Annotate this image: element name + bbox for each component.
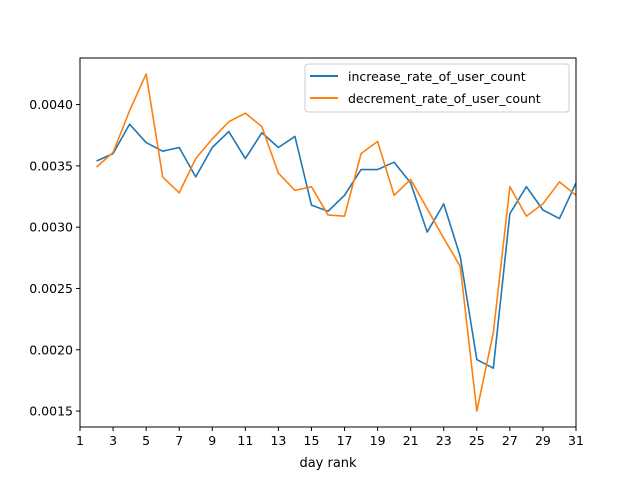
series-line-1 [95, 73, 577, 412]
y-tick-label: 0.0020 [29, 342, 73, 357]
plot-frame [79, 57, 577, 428]
legend-label-increase: increase_rate_of_user_count [348, 69, 526, 84]
x-tick-label: 19 [370, 433, 386, 448]
x-axis-label: day rank [299, 456, 357, 471]
x-tick-label: 5 [142, 433, 150, 448]
y-tick-label: 0.0030 [29, 220, 73, 235]
x-tick-label: 31 [568, 433, 584, 448]
series-layer [95, 73, 577, 412]
x-tick-label: 13 [270, 433, 286, 448]
y-tick-label: 0.0015 [29, 404, 73, 419]
x-tick-label: 29 [535, 433, 551, 448]
series-line-0 [96, 123, 577, 369]
x-tick-label: 17 [337, 433, 353, 448]
x-tick-label: 7 [175, 433, 183, 448]
y-tick-label: 0.0040 [29, 97, 73, 112]
legend-label-decrement: decrement_rate_of_user_count [348, 91, 541, 106]
x-tick-label: 23 [436, 433, 452, 448]
x-tick-label: 27 [502, 433, 518, 448]
legend: increase_rate_of_user_count decrement_ra… [304, 63, 570, 113]
legend-box [304, 63, 570, 113]
x-tick-label: 9 [208, 433, 216, 448]
x-tick-label: 11 [237, 433, 253, 448]
y-tick-label: 0.0035 [29, 158, 73, 173]
x-tick-label: 15 [304, 433, 320, 448]
x-tick-label: 21 [403, 433, 419, 448]
x-tick-label: 3 [109, 433, 117, 448]
y-tick-label: 0.0025 [29, 281, 73, 296]
y-axis: 0.0015 0.0020 0.0025 0.0030 0.0035 0.0040 [29, 97, 80, 419]
x-tick-label: 25 [469, 433, 485, 448]
x-axis: 1 3 5 7 9 11 13 15 17 19 21 23 25 27 29 31 [76, 427, 584, 448]
x-tick-label: 1 [76, 433, 84, 448]
